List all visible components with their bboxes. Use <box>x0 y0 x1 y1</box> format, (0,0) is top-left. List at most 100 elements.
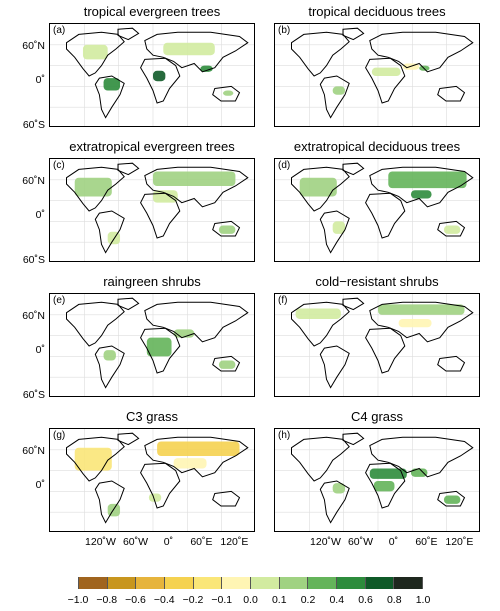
longitude-tick-label: 120˚E <box>445 536 474 548</box>
coastline <box>437 490 466 507</box>
latitude-tick-label: 60˚N <box>22 309 45 322</box>
colorbar-tick-label: 0.1 <box>271 594 287 606</box>
vegetation-change-patch <box>82 44 108 60</box>
colorbar-swatch <box>78 577 108 589</box>
longitude-tick-label: 120˚E <box>220 536 249 548</box>
map-panel: (a) <box>49 23 255 127</box>
coastline <box>342 432 365 446</box>
coastline <box>291 31 350 77</box>
panel-title: extratropical deciduous trees <box>293 139 461 154</box>
world-map <box>275 159 479 261</box>
panel-title: cold−resistant shrubs <box>315 274 439 289</box>
vegetation-change-patch <box>332 86 346 95</box>
vegetation-change-patch <box>332 221 346 234</box>
vegetation-change-patch <box>200 65 213 72</box>
map-panel: (g) <box>49 428 255 532</box>
colorbar-swatch <box>394 577 424 589</box>
coastline <box>140 57 181 104</box>
colorbar-swatch <box>193 577 223 589</box>
colorbar-swatch <box>136 577 166 589</box>
latitude-tick-label: 60˚S <box>22 118 45 131</box>
panel-title: tropical evergreen trees <box>83 4 221 19</box>
colorbar-tick-label: 0.0 <box>243 594 258 606</box>
colorbar-swatch <box>365 577 395 589</box>
coastline <box>365 462 406 509</box>
coastline <box>365 57 406 104</box>
panel-title: raingreen shrubs <box>103 274 201 289</box>
colorbar-tick-label: −0.1 <box>211 594 233 606</box>
panel-title: C3 grass <box>125 409 179 424</box>
colorbar <box>78 577 424 589</box>
colorbar-tick-label: 0.2 <box>300 594 316 606</box>
colorbar-swatch <box>279 577 309 589</box>
coastline <box>117 297 140 311</box>
vegetation-change-patch <box>378 304 465 315</box>
coastline <box>66 166 125 212</box>
vegetation-change-patch <box>443 495 461 504</box>
panel-label: (c) <box>53 160 65 171</box>
vegetation-change-patch <box>398 318 432 328</box>
latitude-tick-label: 60˚N <box>22 39 45 52</box>
colorbar-swatch <box>165 577 194 589</box>
colorbar-swatch <box>251 577 280 589</box>
vegetation-change-patch <box>369 468 407 479</box>
panel-label: (g) <box>53 430 66 441</box>
world-map <box>50 294 254 396</box>
coastline <box>291 166 350 212</box>
panel-label: (e) <box>53 295 66 306</box>
coastline <box>369 301 474 343</box>
longitude-tick-label: 60˚E <box>190 536 213 548</box>
panel-title: extratropical evergreen trees <box>69 139 235 154</box>
coastline <box>212 85 241 102</box>
map-panel: (h) <box>274 428 480 532</box>
world-map <box>275 294 479 396</box>
coastline <box>212 490 241 507</box>
colorbar-tick-label: 0.6 <box>358 594 373 606</box>
panel-label: (a) <box>53 25 66 36</box>
longitude-tick-label: 120˚W <box>85 536 116 548</box>
panel-label: (f) <box>278 295 288 306</box>
coastline <box>437 355 466 372</box>
coastline <box>117 27 140 41</box>
vegetation-change-patch <box>153 70 166 82</box>
coastline <box>66 436 125 482</box>
coastline <box>212 355 241 372</box>
colorbar-swatch <box>222 577 252 589</box>
coastline <box>342 162 365 176</box>
colorbar-tick-label: −0.4 <box>153 594 175 606</box>
colorbar-tick-label: −1.0 <box>67 594 89 606</box>
colorbar-tick-label: −0.2 <box>182 594 204 606</box>
coastline <box>369 436 474 478</box>
coastline <box>144 31 249 73</box>
latitude-tick-label: 60˚N <box>22 444 45 457</box>
longitude-tick-label: 60˚W <box>347 536 374 548</box>
latitude-tick-label: 0˚ <box>35 209 45 222</box>
latitude-tick-label: 60˚N <box>22 174 45 187</box>
vegetation-change-patch <box>295 308 341 319</box>
vegetation-change-patch <box>299 177 337 197</box>
colorbar-tick-label: −0.6 <box>125 594 146 606</box>
world-map <box>275 429 479 531</box>
map-panel: (d) <box>274 158 480 262</box>
vegetation-change-patch <box>103 78 121 91</box>
coastline <box>291 301 350 347</box>
panel-title: tropical deciduous trees <box>308 4 446 19</box>
world-map <box>275 24 479 126</box>
coastline <box>319 75 350 119</box>
coastline <box>212 220 241 237</box>
vegetation-change-patch <box>148 493 162 502</box>
vegetation-change-patch <box>223 90 234 96</box>
coastline <box>319 210 350 254</box>
panel-title: C4 grass <box>350 409 404 424</box>
coastline <box>117 432 140 446</box>
vegetation-change-patch <box>218 360 236 369</box>
coastline <box>369 166 474 208</box>
coastline <box>369 31 474 73</box>
vegetation-change-patch <box>443 225 461 234</box>
vegetation-change-patch <box>153 171 236 187</box>
coastline <box>94 345 125 389</box>
vegetation-change-patch <box>373 481 395 492</box>
coastline <box>342 27 365 41</box>
panel-label: (h) <box>278 430 291 441</box>
vegetation-change-patch <box>218 225 236 234</box>
